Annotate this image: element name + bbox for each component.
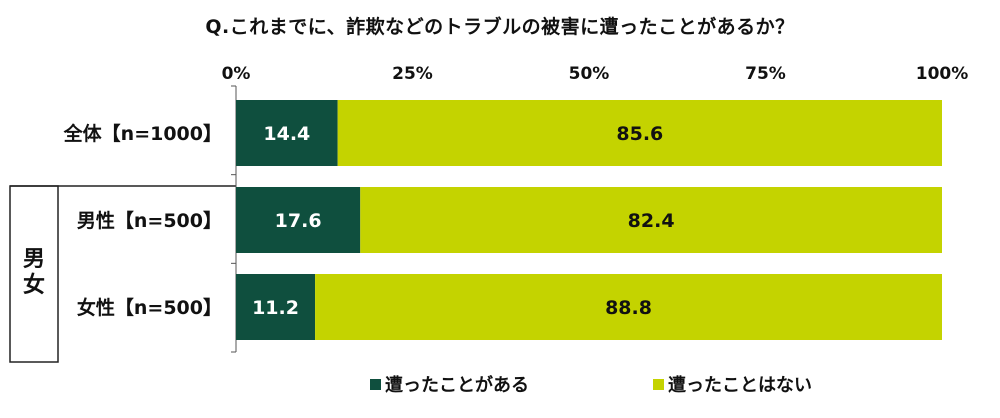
bar-value-label: 11.2 <box>252 297 299 319</box>
x-tick-label: 75% <box>745 64 786 84</box>
bar-segment <box>236 187 361 253</box>
bar-value-label: 88.8 <box>605 297 652 319</box>
row-label: 女性【n=500】 <box>77 296 222 319</box>
legend-label: 遭ったことはない <box>668 375 812 396</box>
bar-value-label: 82.4 <box>628 210 675 232</box>
legend-swatch <box>653 379 664 390</box>
group-label-top: 男 <box>23 247 45 272</box>
bar-segment <box>337 100 942 166</box>
bar-value-label: 17.6 <box>275 210 322 232</box>
bar-value-label: 14.4 <box>263 123 310 145</box>
bar-segment <box>236 100 338 166</box>
row-label: 男性【n=500】 <box>77 209 222 232</box>
legend-label: 遭ったことがある <box>385 374 529 396</box>
x-tick-label: 50% <box>569 64 610 84</box>
group-label-box <box>9 185 59 363</box>
legend-swatch <box>370 379 381 390</box>
bar-segment <box>236 274 316 340</box>
row-label: 全体【n=1000】 <box>63 122 222 145</box>
bar-segment <box>360 187 943 253</box>
x-tick-label: 25% <box>392 64 433 84</box>
x-tick-label: 0% <box>222 64 251 84</box>
bar-segment <box>315 274 942 340</box>
chart-title: Q.これまでに、詐欺などのトラブルの被害に遭ったことがあるか？ <box>205 16 795 38</box>
x-tick-label: 100% <box>916 64 969 84</box>
group-label-bottom: 女 <box>23 272 45 298</box>
bar-value-label: 85.6 <box>616 123 663 145</box>
